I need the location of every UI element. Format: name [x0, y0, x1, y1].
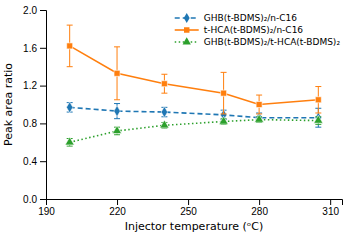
error-bar-cap [221, 72, 227, 73]
line [70, 120, 319, 143]
y-axis: 0.0 0.4 0.8 1.2 1.6 2.0 [23, 5, 46, 205]
point [314, 115, 323, 123]
tick: 1.2 [23, 80, 46, 91]
error-bar-cap [315, 113, 321, 114]
error-bar-cap [315, 127, 321, 128]
error-bar [256, 95, 262, 114]
legend-item: t-HCA(t-BDMS)₂/n-C16 [175, 25, 304, 35]
tick: 310 [322, 199, 339, 217]
tick-label: 310 [322, 206, 339, 217]
x-axis: 190 220 250 280 310 [38, 199, 342, 217]
x-axis-title: Injector temperature (ᵒC) [125, 220, 264, 233]
tick-mark [40, 161, 46, 162]
plot: 190 220 250 280 310 0.0 0.4 0.8 1.2 1.6 2.0 GHB(t-B… [23, 5, 342, 217]
tick-mark [117, 199, 118, 205]
error-bar [161, 107, 167, 116]
tick-mark [40, 10, 46, 11]
tick-label: 0.0 [23, 194, 37, 205]
y-axis-line [40, 11, 47, 200]
series [65, 114, 323, 146]
error-bar-cap [161, 74, 167, 75]
error-bar [67, 25, 73, 67]
legend-marker [184, 13, 190, 23]
point [219, 116, 228, 124]
x-axis-line [47, 200, 343, 206]
tick-label: 2.0 [23, 5, 37, 16]
point [112, 126, 121, 134]
error-bar [114, 104, 120, 119]
legend-label: GHB(t-BDMS)₂/n-C16 [204, 13, 298, 23]
error-bar [161, 74, 167, 93]
tick: 0.4 [23, 156, 46, 167]
line [70, 46, 319, 105]
legend-marker [183, 37, 191, 44]
legend-item: GHB(t-BDMS)₂/n-C16 [175, 13, 298, 23]
error-bar [114, 47, 120, 100]
point [221, 90, 227, 96]
series [66, 102, 321, 127]
tick-label: 220 [109, 206, 126, 217]
error-bar-cap [114, 46, 120, 47]
tick-label: 0.4 [23, 156, 37, 167]
error-bar-cap [315, 86, 321, 87]
point [114, 70, 120, 76]
tick: 1.6 [23, 43, 46, 54]
error-bar-cap [114, 118, 120, 119]
legend-marker [184, 27, 189, 32]
error-bar-cap [67, 25, 73, 26]
tick-mark [40, 48, 46, 49]
chart: 190 220 250 280 310 0.0 0.4 0.8 1.2 1.6 2.0 GHB(t-B… [0, 0, 356, 235]
tick-mark [259, 199, 260, 205]
point [161, 81, 167, 87]
point [114, 106, 120, 117]
legend-label: GHB(t-BDMS)₂/t-HCA(t-BDMS)₂ [204, 37, 341, 47]
tick: 0.0 [23, 194, 46, 205]
point [255, 114, 264, 122]
tick-mark [330, 199, 331, 205]
error-bar-cap [67, 66, 73, 67]
tick: 0.8 [23, 118, 46, 129]
tick-label: 1.2 [23, 80, 37, 91]
error-bar [67, 103, 73, 112]
error-bar [221, 72, 227, 114]
tick-label: 1.6 [23, 43, 37, 54]
tick: 220 [109, 199, 126, 217]
point [67, 43, 73, 49]
legend: GHB(t-BDMS)₂/n-C16 t-HCA(t-BDMS)₂/n-C16 GH… [175, 13, 341, 47]
tick-mark [188, 199, 189, 205]
point [160, 120, 169, 128]
error-bar-cap [315, 124, 321, 125]
error-bar-cap [114, 134, 120, 135]
legend-item: GHB(t-BDMS)₂/t-HCA(t-BDMS)₂ [175, 37, 341, 47]
tick-mark [40, 123, 46, 124]
tick: 190 [38, 199, 55, 217]
tick-mark [40, 199, 46, 200]
tick-mark [40, 86, 46, 87]
tick-label: 280 [251, 206, 268, 217]
error-bar-cap [161, 93, 167, 94]
point [65, 137, 74, 145]
point [66, 102, 72, 113]
tick-label: 190 [38, 206, 55, 217]
error-bar-cap [114, 103, 120, 104]
error-bar [315, 87, 321, 113]
tick-label: 0.8 [23, 118, 37, 129]
tick-label: 250 [180, 206, 197, 217]
point [315, 97, 321, 103]
point [161, 106, 167, 117]
line [70, 107, 319, 117]
tick: 280 [251, 199, 268, 217]
error-bar-cap [221, 113, 227, 114]
y-axis-title: Peak area ratio [2, 63, 15, 146]
error-bar-cap [114, 99, 120, 100]
legend-label: t-HCA(t-BDMS)₂/n-C16 [204, 25, 304, 35]
tick: 2.0 [23, 5, 46, 16]
point [256, 102, 262, 108]
tick: 250 [180, 199, 197, 217]
error-bar-cap [67, 146, 73, 147]
error-bar-cap [256, 95, 262, 96]
